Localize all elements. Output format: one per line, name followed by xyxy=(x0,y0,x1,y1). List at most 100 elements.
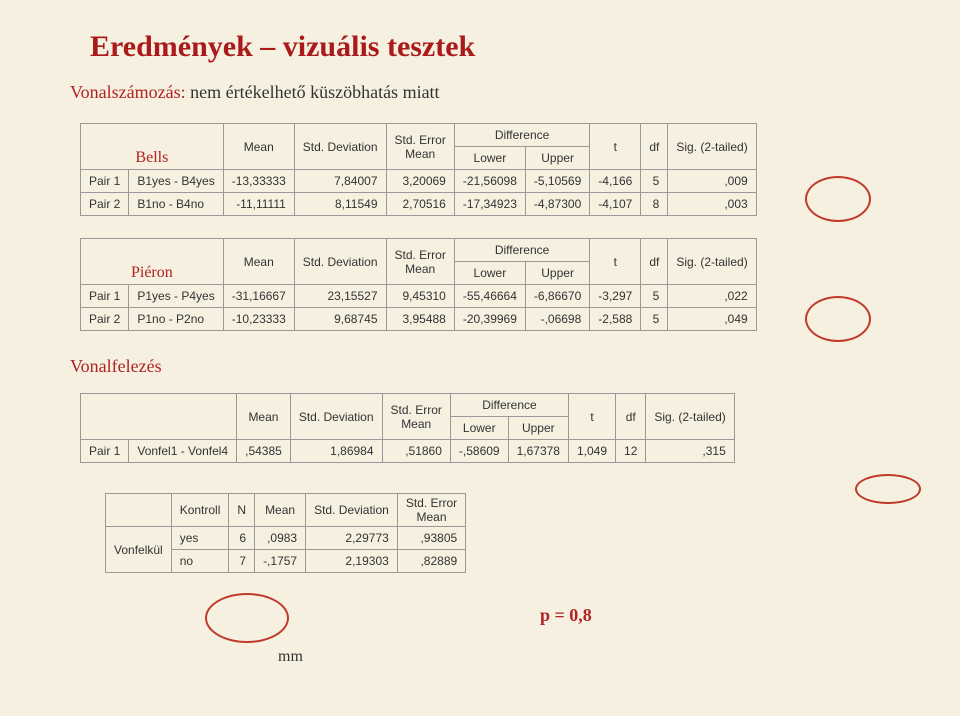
col-kontroll: Kontroll xyxy=(171,494,229,527)
col-upper: Upper xyxy=(525,262,589,285)
col-diff: Difference xyxy=(454,124,589,147)
group-table: Kontroll N Mean Std. Deviation Std. Erro… xyxy=(105,493,466,573)
cell: 8,11549 xyxy=(294,193,386,216)
cell: 3,20069 xyxy=(386,170,454,193)
pair-cell: Pair 1 xyxy=(81,440,129,463)
col-sem: Std. ErrorMean xyxy=(386,124,454,170)
cell: 8 xyxy=(641,193,668,216)
cell: 7 xyxy=(229,550,255,573)
col-lower: Lower xyxy=(450,417,508,440)
cell: -17,34923 xyxy=(454,193,525,216)
highlight-circle-icon xyxy=(205,593,289,643)
col-mean: Mean xyxy=(237,394,291,440)
col-sem: Std. ErrorMean xyxy=(397,494,465,527)
cell: -10,23333 xyxy=(223,308,294,331)
col-mean: Mean xyxy=(255,494,306,527)
pairname-cell: P1yes - P4yes xyxy=(129,285,223,308)
col-t: t xyxy=(590,124,641,170)
table-row: Pair 1 P1yes - P4yes -31,16667 23,15527 … xyxy=(81,285,757,308)
subtitle-rest: nem értékelhető küszöbhatás miatt xyxy=(186,82,440,102)
col-upper: Upper xyxy=(508,417,568,440)
cell: 5 xyxy=(641,308,668,331)
col-mean: Mean xyxy=(223,239,294,285)
cell: -21,56098 xyxy=(454,170,525,193)
col-upper: Upper xyxy=(525,147,589,170)
cell: ,54385 xyxy=(237,440,291,463)
cell: 23,15527 xyxy=(294,285,386,308)
cell: -13,33333 xyxy=(223,170,294,193)
col-diff: Difference xyxy=(454,239,589,262)
bells-label: Bells xyxy=(81,124,224,170)
col-sig: Sig. (2-tailed) xyxy=(668,239,756,285)
col-lower: Lower xyxy=(454,147,525,170)
cell: 12 xyxy=(616,440,646,463)
pair-cell: Pair 2 xyxy=(81,193,129,216)
cell: 9,45310 xyxy=(386,285,454,308)
vonalfelezes-table: Mean Std. Deviation Std. ErrorMean Diffe… xyxy=(80,393,735,463)
cell: ,51860 xyxy=(382,440,450,463)
subtitle: Vonalszámozás: nem értékelhető küszöbhat… xyxy=(70,82,910,103)
cell: ,0983 xyxy=(255,527,306,550)
col-t: t xyxy=(568,394,615,440)
cell: 1,049 xyxy=(568,440,615,463)
col-sem: Std. ErrorMean xyxy=(386,239,454,285)
cell: no xyxy=(171,550,229,573)
cell: 6 xyxy=(229,527,255,550)
col-df: df xyxy=(641,124,668,170)
col-df: df xyxy=(616,394,646,440)
cell: -2,588 xyxy=(590,308,641,331)
page-title: Eredmények – vizuális tesztek xyxy=(90,30,910,64)
pairname-cell: B1no - B4no xyxy=(129,193,223,216)
cell: -,1757 xyxy=(255,550,306,573)
cell: -,58609 xyxy=(450,440,508,463)
pieron-label: Piéron xyxy=(81,239,224,285)
cell: ,009 xyxy=(668,170,756,193)
cell: ,022 xyxy=(668,285,756,308)
cell: ,82889 xyxy=(397,550,465,573)
col-t: t xyxy=(590,239,641,285)
cell: ,003 xyxy=(668,193,756,216)
cell: -,06698 xyxy=(525,308,589,331)
col-diff: Difference xyxy=(450,394,568,417)
cell: 5 xyxy=(641,170,668,193)
pairname-cell: Vonfel1 - Vonfel4 xyxy=(129,440,237,463)
pair-cell: Pair 1 xyxy=(81,285,129,308)
col-n: N xyxy=(229,494,255,527)
pairname-cell: B1yes - B4yes xyxy=(129,170,223,193)
mm-label: mm xyxy=(278,648,303,666)
subtitle-red: Vonalszámozás: xyxy=(70,82,186,102)
col-sd: Std. Deviation xyxy=(294,239,386,285)
table-row: Pair 1 Vonfel1 - Vonfel4 ,54385 1,86984 … xyxy=(81,440,735,463)
cell: -4,166 xyxy=(590,170,641,193)
col-mean: Mean xyxy=(223,124,294,170)
cell: 5 xyxy=(641,285,668,308)
bells-table-wrap: Bells Mean Std. Deviation Std. ErrorMean… xyxy=(80,123,910,216)
cell: -6,86670 xyxy=(525,285,589,308)
cell: -4,107 xyxy=(590,193,641,216)
table-row: Pair 2 P1no - P2no -10,23333 9,68745 3,9… xyxy=(81,308,757,331)
col-sig: Sig. (2-tailed) xyxy=(646,394,734,440)
pieron-table-wrap: Piéron Mean Std. Deviation Std. ErrorMea… xyxy=(80,238,910,331)
pairname-cell: P1no - P2no xyxy=(129,308,223,331)
pair-cell: Pair 1 xyxy=(81,170,129,193)
col-blank xyxy=(106,494,172,527)
cell: 2,70516 xyxy=(386,193,454,216)
col-sd: Std. Deviation xyxy=(306,494,398,527)
cell: yes xyxy=(171,527,229,550)
cell: ,049 xyxy=(668,308,756,331)
col-sd: Std. Deviation xyxy=(290,394,382,440)
vonalfelezes-table-wrap: Mean Std. Deviation Std. ErrorMean Diffe… xyxy=(80,393,910,463)
cell: -20,39969 xyxy=(454,308,525,331)
cell: 2,19303 xyxy=(306,550,398,573)
col-sem: Std. ErrorMean xyxy=(382,394,450,440)
table-row: Pair 1 B1yes - B4yes -13,33333 7,84007 3… xyxy=(81,170,757,193)
cell: 9,68745 xyxy=(294,308,386,331)
col-df: df xyxy=(641,239,668,285)
cell: -4,87300 xyxy=(525,193,589,216)
rowlabel: Vonfelkül xyxy=(106,527,172,573)
cell: -55,46664 xyxy=(454,285,525,308)
col-lower: Lower xyxy=(454,262,525,285)
cell: -5,10569 xyxy=(525,170,589,193)
cell: 1,67378 xyxy=(508,440,568,463)
cell: 2,29773 xyxy=(306,527,398,550)
